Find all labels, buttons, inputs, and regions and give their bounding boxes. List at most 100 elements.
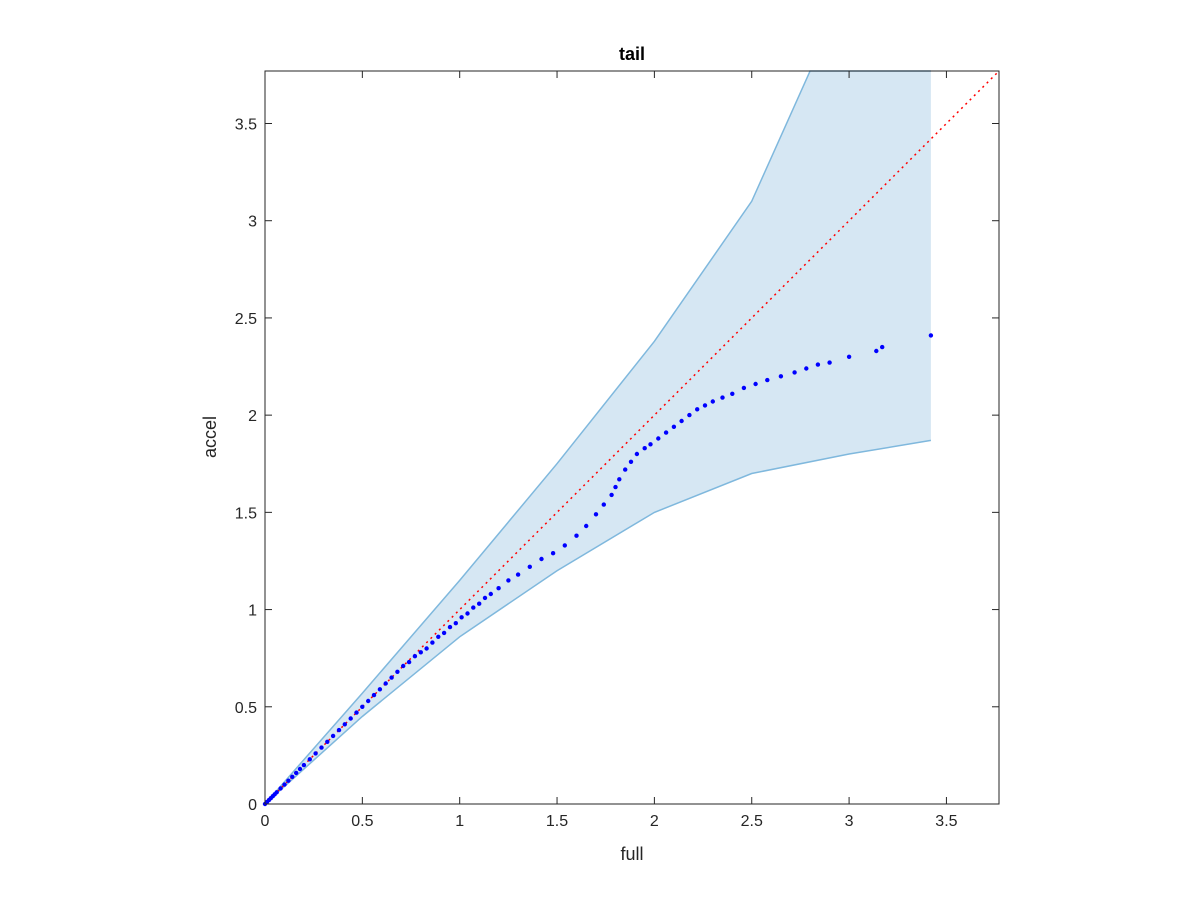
data-point xyxy=(804,366,809,371)
data-point xyxy=(874,348,879,354)
data-point xyxy=(278,786,283,791)
data-point xyxy=(928,333,934,338)
x-tick-label: 2.5 xyxy=(741,813,763,830)
data-point xyxy=(628,459,634,464)
data-point xyxy=(342,722,347,727)
x-tick-label: 0.5 xyxy=(351,813,373,830)
data-point xyxy=(325,739,330,744)
data-point xyxy=(687,412,692,418)
data-point xyxy=(846,354,852,359)
x-tick-label: 2 xyxy=(650,813,659,830)
data-point xyxy=(301,762,307,768)
data-point xyxy=(297,766,303,772)
data-point xyxy=(634,451,640,457)
data-point xyxy=(730,391,735,396)
data-point xyxy=(406,659,412,665)
y-tick-label: 0 xyxy=(248,797,257,814)
data-point xyxy=(282,782,287,787)
data-point xyxy=(389,675,394,680)
data-point xyxy=(584,523,589,529)
x-tick-label: 3 xyxy=(845,813,854,830)
x-tick-label: 1 xyxy=(455,813,464,830)
data-point xyxy=(527,564,532,569)
data-point xyxy=(330,733,336,739)
y-tick-label: 0.5 xyxy=(235,700,257,717)
data-point xyxy=(792,370,797,375)
data-point xyxy=(401,663,406,669)
x-tick-label: 0 xyxy=(261,813,270,830)
data-point xyxy=(623,467,628,472)
data-point xyxy=(319,745,324,750)
confidence-band-upper-edge xyxy=(264,70,931,805)
data-point xyxy=(642,446,647,451)
data-point xyxy=(395,669,400,674)
data-point xyxy=(482,595,488,601)
data-point xyxy=(778,374,784,379)
axes-box xyxy=(264,70,1000,805)
data-point xyxy=(274,790,279,795)
data-point xyxy=(418,650,423,655)
data-point xyxy=(695,407,700,412)
data-point xyxy=(354,710,359,715)
y-axis-label: accel xyxy=(200,416,220,458)
data-point xyxy=(741,385,747,391)
data-point xyxy=(348,716,353,721)
data-point xyxy=(601,502,606,507)
plot-area: 0 0.5 1 1.5 2 2.5 3 3.5 0 0.5 1 1.5 2 2.5 3 3.5 xyxy=(235,70,1000,830)
data-point xyxy=(827,360,832,365)
confidence-band xyxy=(265,71,931,804)
data-point xyxy=(366,698,371,704)
x-tick-label: 1.5 xyxy=(546,813,568,830)
y-tick-label: 3.5 xyxy=(235,116,257,133)
data-point xyxy=(477,601,482,606)
data-point xyxy=(424,646,429,651)
data-point xyxy=(294,770,299,776)
data-point xyxy=(753,381,758,387)
data-point xyxy=(613,484,618,490)
data-point xyxy=(562,543,567,548)
data-point xyxy=(671,424,677,429)
data-point xyxy=(765,377,770,383)
x-axis-label: full xyxy=(620,844,643,864)
data-point xyxy=(286,778,291,783)
data-point xyxy=(710,399,715,404)
data-point xyxy=(663,430,669,435)
confidence-band-lower-edge xyxy=(264,439,932,805)
data-point xyxy=(465,611,470,616)
data-point xyxy=(815,362,821,367)
y-tick-label: 1 xyxy=(248,603,257,620)
data-point xyxy=(609,492,614,498)
data-point xyxy=(313,751,318,756)
data-point xyxy=(617,477,622,482)
data-point xyxy=(515,572,521,577)
y-tick-label: 3 xyxy=(248,214,257,231)
reference-line xyxy=(264,70,1000,805)
data-point xyxy=(447,624,453,630)
data-point xyxy=(880,344,885,350)
data-point xyxy=(336,727,342,733)
data-point xyxy=(593,512,599,517)
y-tick-label: 1.5 xyxy=(235,505,257,522)
data-point xyxy=(290,774,295,779)
data-point xyxy=(539,556,544,562)
data-point xyxy=(430,640,435,645)
data-point xyxy=(360,704,365,709)
data-point xyxy=(371,692,377,698)
data-point xyxy=(574,533,579,538)
data-point xyxy=(488,591,493,597)
data-point xyxy=(441,630,447,636)
chart-title: tail xyxy=(619,44,645,64)
data-point xyxy=(550,551,556,556)
data-point xyxy=(377,687,383,692)
data-point xyxy=(459,615,464,620)
y-tick-label: 2 xyxy=(248,408,257,425)
data-point xyxy=(436,634,441,639)
data-point xyxy=(453,621,458,626)
y-tick-label: 2.5 xyxy=(235,311,257,328)
data-point xyxy=(679,418,684,424)
data-point xyxy=(307,757,312,762)
data-point xyxy=(720,395,725,400)
data-point xyxy=(656,436,661,441)
data-point xyxy=(412,654,418,659)
